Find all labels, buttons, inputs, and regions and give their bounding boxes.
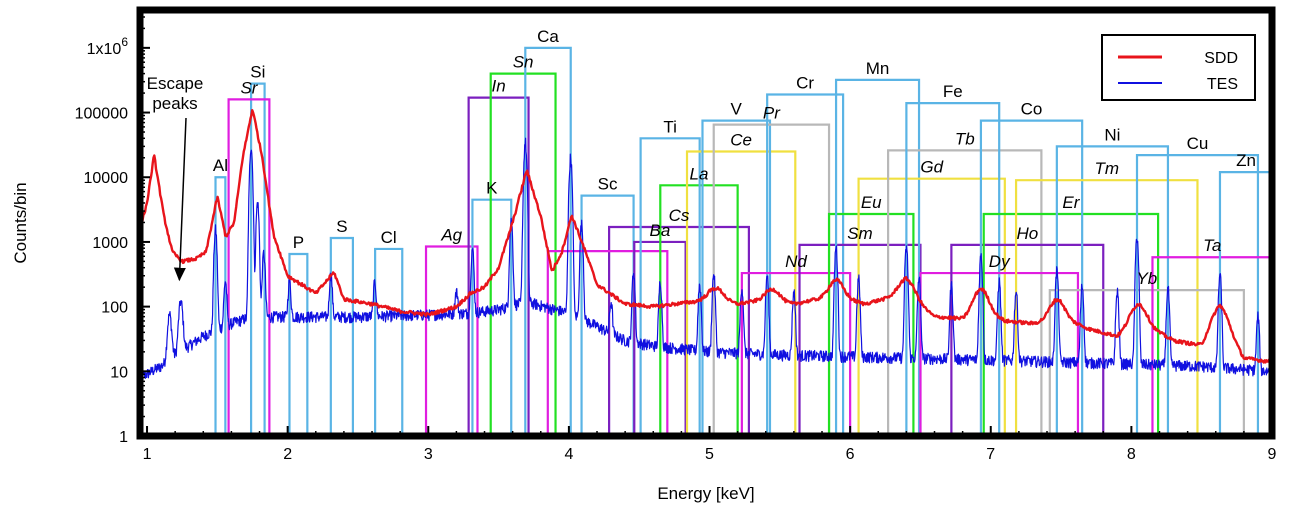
label-sr: Sr xyxy=(240,78,258,97)
marker-sn xyxy=(489,72,557,436)
x-tick-label-2: 2 xyxy=(283,446,292,463)
label-eu: Eu xyxy=(861,193,882,212)
marker-ag xyxy=(424,245,479,436)
marker-gd xyxy=(857,177,1006,436)
label-ce: Ce xyxy=(730,131,752,150)
label-p: P xyxy=(293,233,304,252)
label-sn: Sn xyxy=(513,53,534,72)
x-tick-label-6: 6 xyxy=(846,446,855,463)
label-zn: Zn xyxy=(1236,151,1256,170)
y-tick-label-10: 10 xyxy=(110,364,128,381)
marker-tb xyxy=(887,149,1043,436)
marker-v xyxy=(701,119,772,436)
label-ca: Ca xyxy=(537,27,559,46)
annotation-text-line: peaks xyxy=(152,94,197,113)
marker-cu xyxy=(1135,153,1260,436)
y-tick-label-1: 1 xyxy=(119,429,128,446)
marker-k xyxy=(471,198,513,436)
label-sm: Sm xyxy=(847,224,873,243)
marker-ta xyxy=(1151,256,1272,436)
y-tick-label-100000: 100000 xyxy=(75,106,128,123)
legend-label-sdd: SDD xyxy=(1204,50,1238,67)
label-fe: Fe xyxy=(943,82,963,101)
label-la: La xyxy=(690,164,709,183)
x-tick-label-3: 3 xyxy=(424,446,433,463)
x-tick-label-1: 1 xyxy=(143,446,152,463)
label-k: K xyxy=(486,179,498,198)
label-pr: Pr xyxy=(763,104,781,123)
label-mn: Mn xyxy=(866,59,890,78)
label-cs: Cs xyxy=(669,206,690,225)
marker-co xyxy=(979,119,1084,436)
label-s: S xyxy=(336,217,347,236)
x-axis-title: Energy [keV] xyxy=(657,484,754,503)
x-tick-label-8: 8 xyxy=(1127,446,1136,463)
label-ti: Ti xyxy=(663,117,677,136)
marker-ce xyxy=(685,150,797,436)
x-tick-label-9: 9 xyxy=(1268,446,1277,463)
label-si: Si xyxy=(250,63,265,82)
axes: 1 2 3 4 5 6 7 8 9 1 10 100 1000 10000 100000 1x106 xyxy=(75,16,1277,463)
label-tb: Tb xyxy=(955,129,975,148)
marker-tm xyxy=(1014,179,1199,436)
label-cl: Cl xyxy=(381,228,397,247)
marker-eu xyxy=(827,212,915,436)
marker-cs xyxy=(608,225,750,436)
y-tick-label-10000: 10000 xyxy=(84,170,129,187)
y-axis-title: Counts/bin xyxy=(11,182,30,263)
label-ni: Ni xyxy=(1104,125,1120,144)
label-gd: Gd xyxy=(920,158,943,177)
label-yb: Yb xyxy=(1136,269,1157,288)
label-ag: Ag xyxy=(440,225,462,244)
annotation-arrow xyxy=(173,117,187,282)
label-al: Al xyxy=(213,156,228,175)
label-in: In xyxy=(491,77,505,96)
label-dy: Dy xyxy=(989,252,1011,271)
x-tick-label-4: 4 xyxy=(564,446,573,463)
marker-al xyxy=(214,176,227,436)
marker-fe xyxy=(905,102,1001,436)
label-ta: Ta xyxy=(1203,236,1221,255)
legend: SDD TES xyxy=(1101,34,1256,101)
label-tm: Tm xyxy=(1094,159,1119,178)
legend-box xyxy=(1101,34,1256,101)
label-cr: Cr xyxy=(796,74,814,93)
marker-dy xyxy=(919,271,1080,436)
label-er: Er xyxy=(1062,193,1080,212)
label-co: Co xyxy=(1021,100,1043,119)
x-tick-label-5: 5 xyxy=(705,446,714,463)
y-tick-label-1000: 1000 xyxy=(92,235,128,252)
label-cu: Cu xyxy=(1187,134,1209,153)
element-markers xyxy=(214,46,1272,436)
marker-cr xyxy=(766,93,845,436)
y-tick-label-100: 100 xyxy=(101,300,128,317)
y-tick-label-1000000: 1x106 xyxy=(87,35,129,58)
label-ho: Ho xyxy=(1016,224,1038,243)
label-sc: Sc xyxy=(598,175,618,194)
label-nd: Nd xyxy=(785,252,807,271)
x-tick-label-7: 7 xyxy=(986,446,995,463)
marker-s xyxy=(329,236,354,436)
label-v: V xyxy=(731,100,743,119)
marker-ho xyxy=(950,243,1105,436)
marker-sr xyxy=(227,98,271,436)
marker-p xyxy=(288,252,309,436)
series-sdd-line xyxy=(140,109,1272,364)
marker-ca xyxy=(524,46,572,436)
label-ba: Ba xyxy=(650,221,671,240)
series-tes-line xyxy=(140,137,1272,381)
spectrum-series xyxy=(140,109,1272,381)
legend-label-tes: TES xyxy=(1207,76,1238,93)
marker-mn xyxy=(834,78,921,436)
marker-cl xyxy=(374,247,404,436)
annotation-text-line: Escape xyxy=(147,74,204,93)
